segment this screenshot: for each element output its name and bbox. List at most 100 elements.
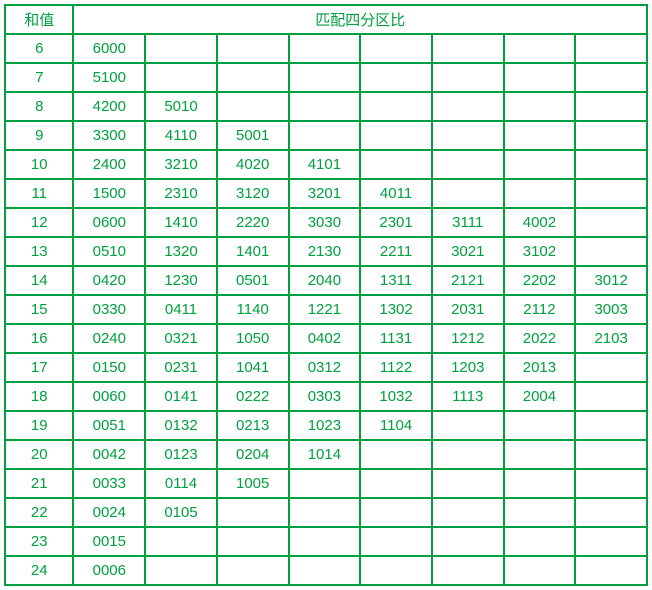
data-cell: 2022	[504, 324, 576, 353]
table-row: 1115002310312032014011	[5, 179, 647, 208]
data-cell: 3102	[504, 237, 576, 266]
data-cell	[289, 92, 361, 121]
data-cell: 0303	[289, 382, 361, 411]
data-cell	[217, 92, 289, 121]
data-cell: 2013	[504, 353, 576, 382]
data-cell: 3300	[73, 121, 145, 150]
table-row: 842005010	[5, 92, 647, 121]
table-row: 1503300411114012211302203121123003	[5, 295, 647, 324]
data-cell	[575, 469, 647, 498]
data-cell: 0321	[145, 324, 217, 353]
data-cell	[575, 498, 647, 527]
data-cell	[432, 411, 504, 440]
data-cell	[360, 63, 432, 92]
data-cell: 1212	[432, 324, 504, 353]
data-cell	[360, 92, 432, 121]
data-cell: 2130	[289, 237, 361, 266]
data-cell	[217, 527, 289, 556]
data-cell	[289, 121, 361, 150]
table-body: 6600075100842005010933004110500110240032…	[5, 34, 647, 585]
data-cell: 4011	[360, 179, 432, 208]
data-cell: 5001	[217, 121, 289, 150]
data-cell: 1221	[289, 295, 361, 324]
data-cell: 3021	[432, 237, 504, 266]
row-key: 17	[5, 353, 73, 382]
data-cell: 0051	[73, 411, 145, 440]
data-cell: 6000	[73, 34, 145, 63]
table-row: 75100	[5, 63, 647, 92]
data-cell: 0105	[145, 498, 217, 527]
data-cell	[289, 34, 361, 63]
data-cell: 0501	[217, 266, 289, 295]
data-cell: 0231	[145, 353, 217, 382]
row-key: 12	[5, 208, 73, 237]
data-cell	[504, 34, 576, 63]
data-cell: 0510	[73, 237, 145, 266]
data-cell	[145, 34, 217, 63]
data-cell	[432, 92, 504, 121]
data-cell: 1050	[217, 324, 289, 353]
data-cell	[360, 498, 432, 527]
data-cell: 1014	[289, 440, 361, 469]
data-cell	[575, 411, 647, 440]
data-cell: 2202	[504, 266, 576, 295]
data-cell	[145, 527, 217, 556]
data-cell: 1500	[73, 179, 145, 208]
data-cell: 0420	[73, 266, 145, 295]
data-cell: 0213	[217, 411, 289, 440]
data-cell	[575, 440, 647, 469]
data-cell: 0114	[145, 469, 217, 498]
header-right: 匹配四分区比	[73, 5, 647, 34]
table-header: 和值 匹配四分区比	[5, 5, 647, 34]
data-cell: 4002	[504, 208, 576, 237]
data-cell	[504, 527, 576, 556]
data-cell	[432, 469, 504, 498]
data-cell	[432, 556, 504, 585]
header-left: 和值	[5, 5, 73, 34]
row-key: 15	[5, 295, 73, 324]
data-cell: 0312	[289, 353, 361, 382]
data-cell: 4020	[217, 150, 289, 179]
data-cell: 2310	[145, 179, 217, 208]
data-cell	[217, 498, 289, 527]
data-cell	[360, 440, 432, 469]
table-row: 1404201230050120401311212122023012	[5, 266, 647, 295]
data-cell: 1140	[217, 295, 289, 324]
data-cell: 2211	[360, 237, 432, 266]
data-cell	[504, 556, 576, 585]
data-cell	[504, 150, 576, 179]
data-cell	[289, 469, 361, 498]
table-row: 240006	[5, 556, 647, 585]
row-key: 18	[5, 382, 73, 411]
data-cell	[145, 63, 217, 92]
data-cell	[575, 92, 647, 121]
data-cell: 2112	[504, 295, 576, 324]
data-cell: 2004	[504, 382, 576, 411]
data-cell: 0330	[73, 295, 145, 324]
data-cell: 2031	[432, 295, 504, 324]
table-row: 2200240105	[5, 498, 647, 527]
data-cell: 3120	[217, 179, 289, 208]
data-cell: 4110	[145, 121, 217, 150]
row-key: 10	[5, 150, 73, 179]
data-cell: 0015	[73, 527, 145, 556]
table-row: 120600141022203030230131114002	[5, 208, 647, 237]
table-row: 200042012302041014	[5, 440, 647, 469]
data-cell: 5100	[73, 63, 145, 92]
data-cell: 1131	[360, 324, 432, 353]
data-cell: 1104	[360, 411, 432, 440]
table-row: 9330041105001	[5, 121, 647, 150]
data-cell	[575, 150, 647, 179]
data-cell: 0402	[289, 324, 361, 353]
data-cell: 0132	[145, 411, 217, 440]
row-key: 13	[5, 237, 73, 266]
data-cell: 0033	[73, 469, 145, 498]
data-cell	[145, 556, 217, 585]
table-row: 130510132014012130221130213102	[5, 237, 647, 266]
data-cell: 1320	[145, 237, 217, 266]
data-cell: 0060	[73, 382, 145, 411]
data-cell	[575, 121, 647, 150]
data-cell	[504, 469, 576, 498]
data-cell	[575, 63, 647, 92]
data-cell	[504, 179, 576, 208]
